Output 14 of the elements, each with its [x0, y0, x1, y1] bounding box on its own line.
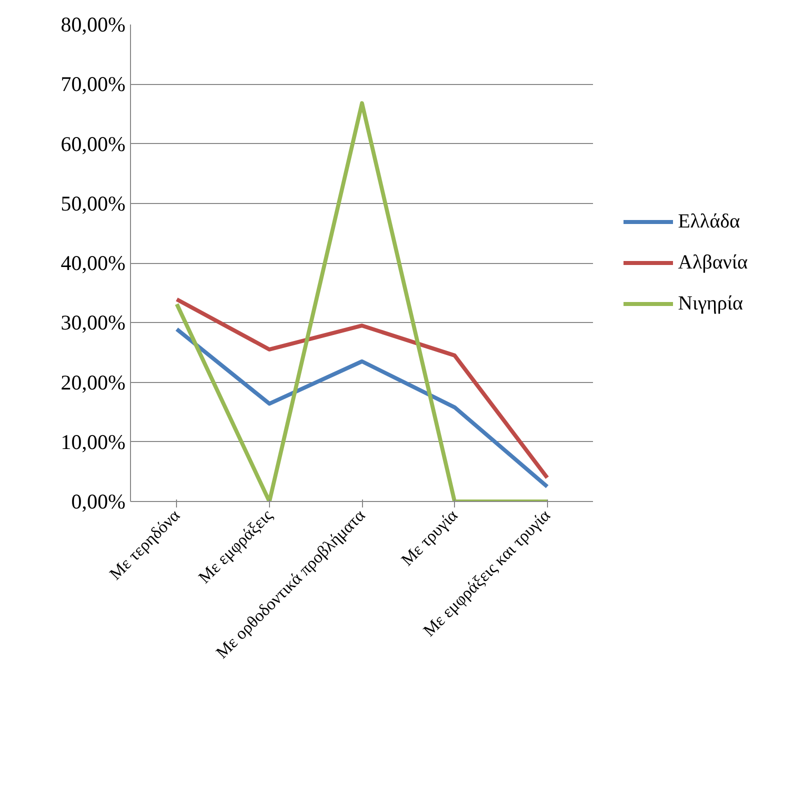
- legend-label: Νιγηρία: [678, 292, 743, 315]
- y-tick-label: 0,00%: [71, 490, 126, 514]
- y-tick-label: 40,00%: [60, 251, 126, 275]
- y-tick-label: 60,00%: [60, 132, 126, 156]
- line-series: [174, 297, 550, 480]
- y-tick-label: 30,00%: [60, 310, 126, 335]
- legend-label: Ελλάδα: [678, 210, 740, 233]
- y-tick-label: 80,00%: [60, 12, 126, 36]
- line-series: [174, 327, 550, 489]
- y-tick-label: 20,00%: [60, 370, 126, 394]
- y-tick-label: 10,00%: [60, 430, 126, 454]
- y-tick-label: 50,00%: [60, 191, 126, 216]
- legend-label: Αλβανία: [678, 251, 748, 274]
- y-tick-label: 70,00%: [60, 72, 126, 96]
